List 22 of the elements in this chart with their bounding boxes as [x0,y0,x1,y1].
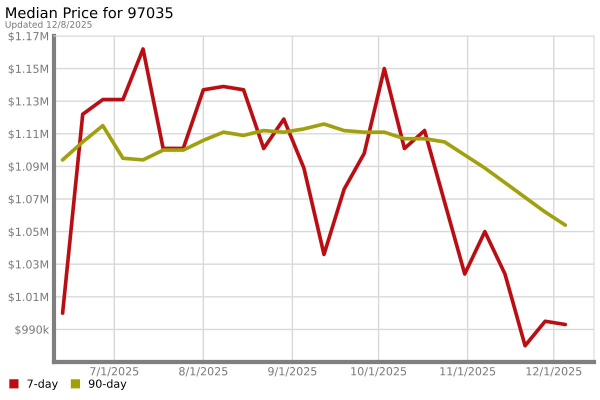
y-tick-label: $990k [15,325,50,336]
x-tick-label: 9/1/2025 [268,367,316,376]
y-tick-label: $1.11M [8,130,48,140]
y-tick-label: $1.05M [8,227,48,238]
x-tick-label: 10/1/2025 [351,367,406,376]
y-tick-label: $1.03M [8,260,48,270]
legend-label: 7-day [28,379,58,390]
line-series [60,47,568,348]
y-tick-label: $1.17M [8,32,48,42]
x-tick-label: 8/1/2025 [179,367,228,376]
x-tick-label: 11/1/2025 [440,367,496,376]
y-tick-label: $1.01M [8,292,48,303]
chart-subtitle: Updated 12/8/2025 [6,20,92,30]
x-tick-label: 12/1/2025 [526,367,582,376]
legend-label: 90-day [88,379,126,390]
y-tick-label: $1.09M [8,162,48,172]
chart-title: Median Price for 97035 [6,6,172,18]
x-tick-label: 7/1/2025 [90,367,138,376]
y-tick-label: $1.07M [8,194,48,205]
y-tick-label: $1.15M [8,64,48,74]
y-tick-label: $1.13M [8,96,48,108]
line-series [60,122,568,227]
